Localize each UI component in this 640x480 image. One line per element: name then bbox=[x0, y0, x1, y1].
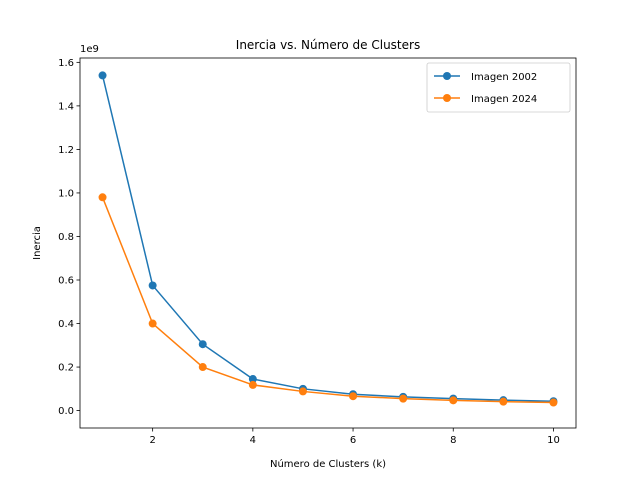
y-tick-label: 0.6 bbox=[58, 276, 74, 287]
y-tick-label: 1.2 bbox=[58, 145, 74, 156]
x-tick-label: 6 bbox=[350, 435, 356, 446]
y-axis-label: Inercia bbox=[32, 226, 43, 260]
data-point-series-2 bbox=[499, 397, 508, 406]
x-axis-label: Número de Clusters (k) bbox=[270, 458, 386, 470]
data-point-series-2 bbox=[148, 319, 157, 328]
y-tick-label: 0.4 bbox=[58, 319, 74, 330]
series-line-1 bbox=[101, 75, 554, 402]
data-point-series-1 bbox=[198, 340, 207, 349]
ticks-layer: 2 4 6 8 10 0.0 0.2 0.4 0.6 0.8 1.0 1.2 1.4 1.6 bbox=[58, 58, 560, 446]
chart-title: Inercia vs. Número de Clusters bbox=[236, 38, 420, 52]
data-point-series-2 bbox=[449, 396, 458, 405]
x-tick-label: 4 bbox=[250, 435, 256, 446]
data-point-series-2 bbox=[549, 398, 558, 407]
data-point-series-2 bbox=[349, 392, 358, 401]
data-point-series-1 bbox=[148, 281, 157, 290]
legend-marker-1 bbox=[443, 72, 451, 80]
legend-marker-2 bbox=[443, 94, 451, 102]
data-point-series-2 bbox=[298, 387, 307, 396]
x-tick-label: 10 bbox=[547, 435, 560, 446]
x-tick-label: 8 bbox=[450, 435, 456, 446]
series-line-2 bbox=[101, 197, 554, 404]
legend-box bbox=[426, 62, 571, 113]
data-point-series-1 bbox=[98, 71, 107, 80]
data-point-series-2 bbox=[198, 363, 207, 372]
y-offset-label: 1e9 bbox=[80, 44, 99, 55]
y-tick-label: 0.2 bbox=[58, 363, 74, 374]
plot-frame bbox=[79, 57, 577, 429]
y-tick-label: 1.0 bbox=[58, 188, 74, 199]
plot-area bbox=[80, 58, 576, 428]
y-tick-label: 1.4 bbox=[58, 101, 74, 112]
data-point-series-1 bbox=[248, 375, 257, 384]
legend-label-2: Imagen 2024 bbox=[471, 94, 537, 105]
legend: Imagen 2002 Imagen 2024 bbox=[426, 62, 571, 113]
data-point-series-2 bbox=[399, 394, 408, 403]
y-tick-label: 0.0 bbox=[58, 406, 74, 417]
legend-label-1: Imagen 2002 bbox=[471, 72, 537, 83]
series-layer bbox=[98, 71, 558, 407]
x-tick-label: 2 bbox=[149, 435, 155, 446]
data-point-series-2 bbox=[248, 380, 257, 389]
data-point-series-2 bbox=[98, 193, 107, 202]
y-tick-label: 1.6 bbox=[58, 58, 74, 69]
y-tick-label: 0.8 bbox=[58, 232, 74, 243]
